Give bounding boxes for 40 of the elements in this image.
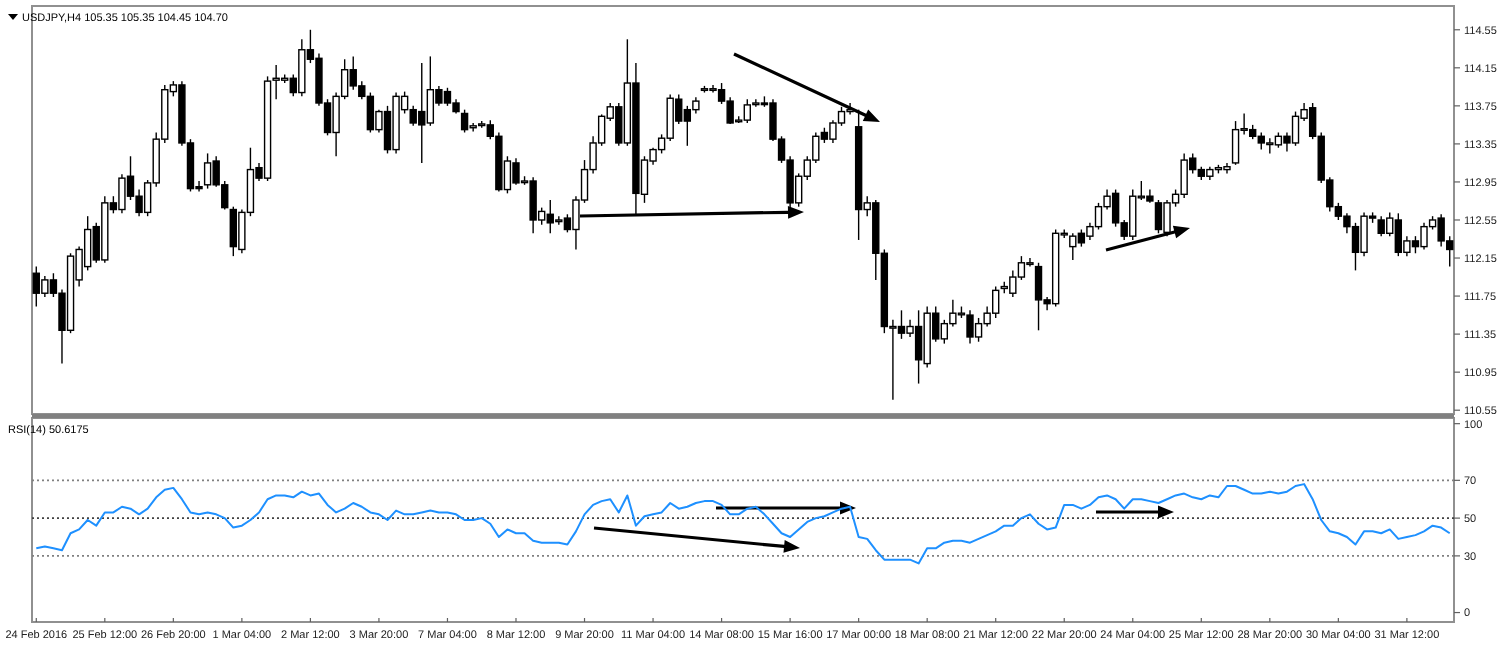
- candlestick: [529, 176, 537, 234]
- candlestick: [1069, 232, 1077, 261]
- candlestick: [118, 173, 126, 215]
- candlestick: [229, 205, 238, 257]
- candlestick: [974, 317, 983, 343]
- candlestick: [443, 87, 452, 107]
- candlestick: [366, 91, 375, 134]
- line-series: [35, 483, 1451, 565]
- candlestick: [683, 105, 692, 147]
- candlestick: [1180, 152, 1188, 199]
- candlestick: [41, 275, 49, 298]
- candlestick: [1094, 202, 1103, 231]
- candlestick: [1394, 212, 1403, 257]
- candlestick: [460, 108, 469, 134]
- candlestick: [966, 309, 974, 345]
- candlestick: [555, 215, 563, 226]
- candlestick: [1437, 213, 1445, 248]
- candlestick: [829, 119, 837, 144]
- candlestick: [1163, 199, 1171, 237]
- candlestick: [1009, 269, 1017, 298]
- candlestick: [1154, 199, 1163, 234]
- candlestick: [1377, 215, 1385, 237]
- candlestick: [897, 309, 906, 340]
- candlestick: [1291, 110, 1300, 147]
- candlestick: [1231, 120, 1240, 166]
- candlestick: [203, 152, 212, 190]
- candlestick: [1420, 222, 1428, 251]
- candlestick: [512, 157, 520, 186]
- candlestick: [1034, 262, 1043, 332]
- candlestick: [298, 38, 306, 98]
- candlestick: [940, 319, 949, 345]
- candlestick: [846, 102, 854, 116]
- candlestick: [426, 55, 435, 127]
- candlestick: [1360, 211, 1368, 257]
- candlestick: [1266, 137, 1274, 155]
- candlestick: [666, 93, 674, 142]
- candlestick: [709, 84, 717, 94]
- candlestick: [914, 309, 923, 385]
- candlestick: [726, 96, 734, 125]
- candlestick: [1351, 222, 1360, 272]
